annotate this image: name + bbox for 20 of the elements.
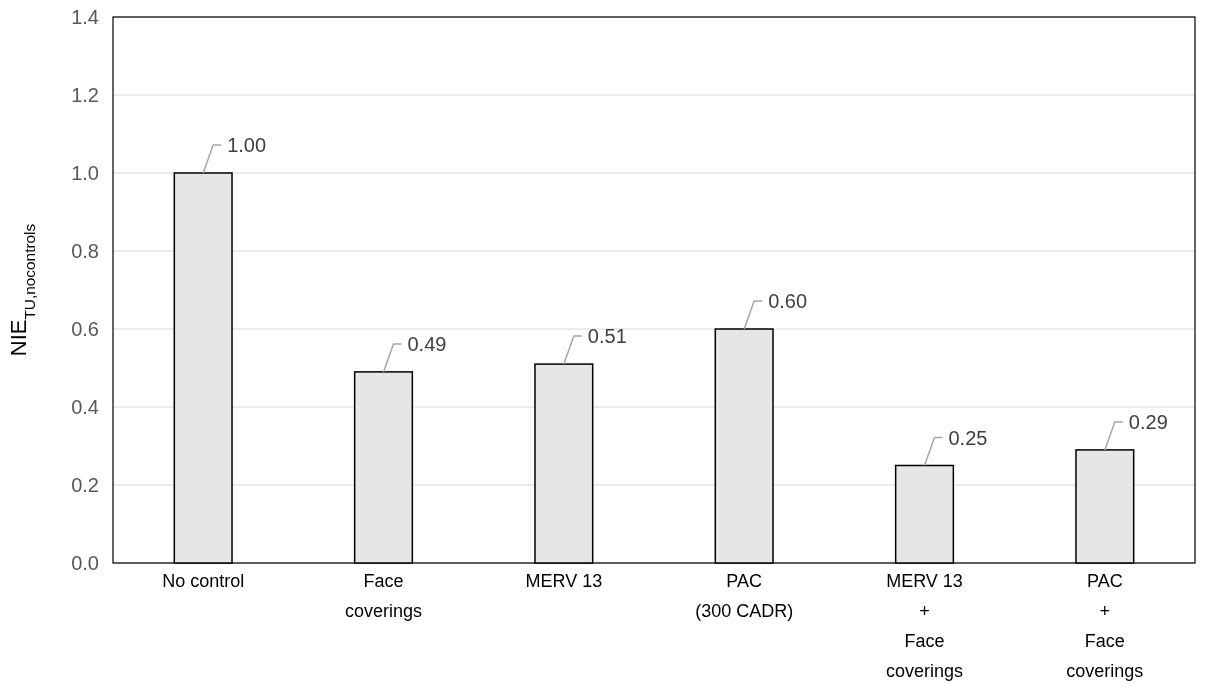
x-tick-label: MERV 13 <box>525 571 603 591</box>
x-tick-label: PAC + Face coverings <box>1066 571 1144 681</box>
y-tick-label: 1.0 <box>71 162 99 184</box>
data-label: 0.49 <box>407 332 447 355</box>
data-label: 0.51 <box>587 325 627 348</box>
data-label: 0.29 <box>1128 410 1168 433</box>
y-tick-label: 0.4 <box>71 396 99 418</box>
y-tick-label: 1.2 <box>71 84 99 106</box>
x-tick-label: MERV 13 + Face coverings <box>885 571 964 681</box>
y-tick-label: 0.8 <box>71 240 99 262</box>
y-tick-label: 0.0 <box>71 552 99 574</box>
data-label: 0.25 <box>948 426 988 449</box>
x-tick-label: Face coverings <box>344 571 423 621</box>
data-label: 0.60 <box>768 290 808 312</box>
y-tick-label: 0.2 <box>71 474 99 496</box>
y-tick-label: 0.6 <box>71 318 99 340</box>
x-tick-label: No control <box>162 571 245 591</box>
x-tick-label: PAC (300 CADR) <box>695 571 794 621</box>
data-label: 1.00 <box>227 134 267 156</box>
y-tick-label: 1.4 <box>71 6 99 28</box>
